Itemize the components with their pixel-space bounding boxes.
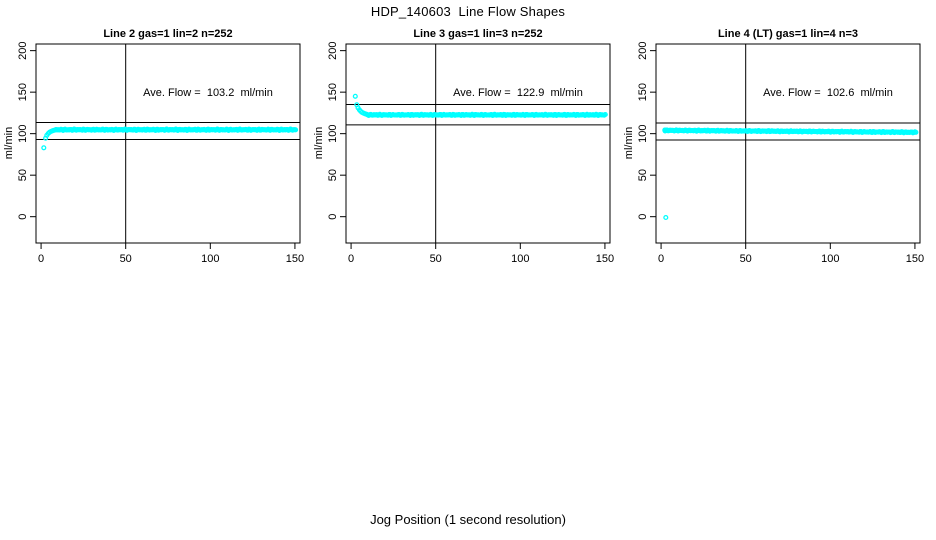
panel-2-title: Line 3 gas=1 lin=3 n=252 <box>413 28 543 40</box>
y-tick-label: 100 <box>17 124 29 142</box>
y-tick-label: 200 <box>637 41 649 59</box>
plot-box <box>345 43 611 244</box>
panel-2-ave-flow-annotation: Ave. Flow = 122.9 ml/min <box>453 87 583 99</box>
panel-3: 0 50 100 150 0 50 100 150 200 <box>637 41 924 265</box>
y-tick-label: 150 <box>327 83 339 101</box>
y-tick-label: 100 <box>637 124 649 142</box>
data-points <box>662 127 919 221</box>
x-tick-label: 0 <box>38 253 44 265</box>
x-tick-label: 100 <box>511 253 529 265</box>
panel-2: 0 50 100 150 0 50 100 150 200 <box>327 41 614 265</box>
y-tick-label: 0 <box>327 214 339 220</box>
data-points <box>41 126 299 151</box>
panel-2-y-axis-label: ml/min <box>313 126 325 160</box>
y-tick-label: 150 <box>637 83 649 101</box>
x-tick-label: 50 <box>430 253 442 265</box>
plot-box <box>35 43 301 244</box>
y-tick-label: 100 <box>327 124 339 142</box>
y-tick-label: 200 <box>17 41 29 59</box>
panel-1-y-axis-label: ml/min <box>3 126 15 160</box>
data-points <box>352 93 608 119</box>
x-tick-label: 0 <box>348 253 354 265</box>
x-axis-label: Jog Position (1 second resolution) <box>370 512 566 527</box>
panel-3-title: Line 4 (LT) gas=1 lin=4 n=3 <box>717 28 859 40</box>
x-tick-label: 100 <box>821 253 839 265</box>
x-tick-label: 150 <box>906 253 924 265</box>
y-tick-label: 0 <box>637 214 649 220</box>
panel-3-y-axis-label: ml/min <box>623 126 635 160</box>
x-tick-label: 150 <box>596 253 614 265</box>
panel-1-ave-flow-annotation: Ave. Flow = 103.2 ml/min <box>143 87 273 99</box>
panel-1-title: Line 2 gas=1 lin=2 n=252 <box>103 28 233 40</box>
plot-box <box>655 43 921 244</box>
x-tick-label: 50 <box>120 253 132 265</box>
y-tick-label: 50 <box>327 169 339 181</box>
y-tick-label: 150 <box>17 83 29 101</box>
x-tick-label: 150 <box>286 253 304 265</box>
y-tick-label: 200 <box>327 41 339 59</box>
x-tick-label: 50 <box>740 253 752 265</box>
y-tick-label: 50 <box>637 169 649 181</box>
panel-3-ave-flow-annotation: Ave. Flow = 102.6 ml/min <box>763 87 893 99</box>
y-tick-label: 50 <box>17 169 29 181</box>
x-tick-label: 0 <box>658 253 664 265</box>
y-tick-label: 0 <box>17 214 29 220</box>
panel-1: 0 50 100 150 0 50 100 150 200 <box>17 41 304 265</box>
x-tick-label: 100 <box>201 253 219 265</box>
figure-title: HDP_140603 Line Flow Shapes <box>370 4 566 19</box>
